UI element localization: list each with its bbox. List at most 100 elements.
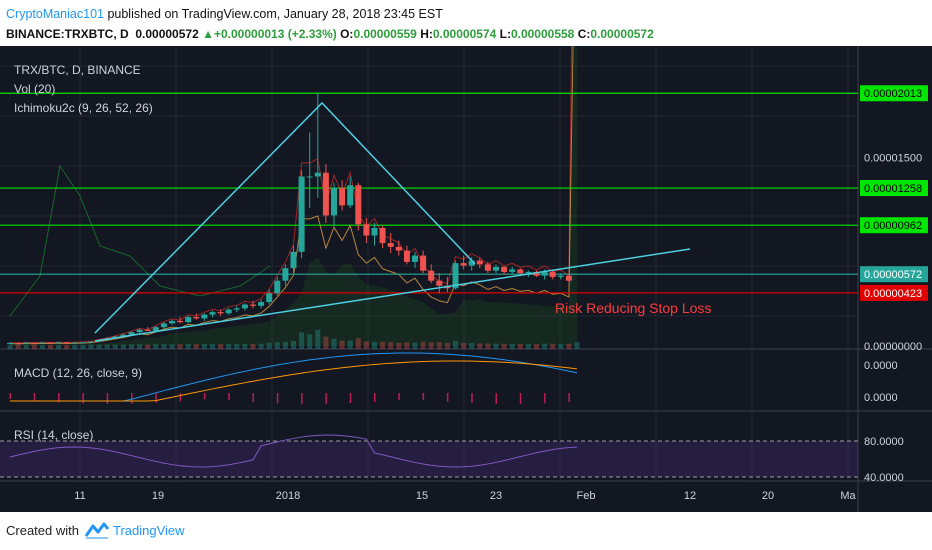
candle-body xyxy=(476,260,483,265)
x-tick-label: 2018 xyxy=(276,490,300,502)
tradingview-brand[interactable]: TradingView xyxy=(113,523,185,538)
candle-body xyxy=(258,302,265,306)
macd-tick-label: 0.0000 xyxy=(864,360,898,372)
volume-bar xyxy=(129,344,134,349)
candle-body xyxy=(314,172,321,177)
candle-body xyxy=(290,251,297,269)
volume-bar xyxy=(485,343,491,349)
volume-bar xyxy=(380,341,386,349)
price-label: 0.00000572 xyxy=(864,269,922,281)
price-label: 0.00001258 xyxy=(864,183,922,195)
candle-body xyxy=(177,320,184,323)
stop-loss-annotation: Risk Reducing Stop Loss xyxy=(555,300,711,316)
x-tick-label: Feb xyxy=(577,490,596,502)
high-value: 0.00000574 xyxy=(432,27,497,41)
candle-body xyxy=(282,268,289,281)
candle-body xyxy=(128,332,135,335)
ohlc-line: BINANCE:TRXBTC, D 0.00000572 ▲+0.0000001… xyxy=(6,27,654,41)
macd-histogram-bar xyxy=(58,393,60,403)
author-link[interactable]: CryptoManiac101 xyxy=(6,7,104,21)
volume-bar xyxy=(104,344,110,349)
candle-body xyxy=(201,314,208,319)
candle-body xyxy=(160,323,167,328)
price-label-box xyxy=(860,284,928,301)
candle-body xyxy=(395,246,402,251)
volume-bar xyxy=(307,334,313,349)
candle-body xyxy=(185,317,192,323)
up-arrow-icon: ▲ xyxy=(202,27,214,41)
volume-bars xyxy=(7,329,580,349)
volume-bar xyxy=(388,342,394,349)
volume-bar xyxy=(477,343,483,349)
macd-histogram-bar xyxy=(446,393,449,402)
candle-body xyxy=(565,275,572,281)
candle-body xyxy=(15,342,22,344)
candle-body xyxy=(209,312,216,315)
volume-bar xyxy=(145,344,151,349)
macd-histogram-bar xyxy=(519,393,522,404)
candle-body xyxy=(379,227,386,244)
candle-body xyxy=(493,266,499,271)
chart-svg[interactable]: 0.00002013 0.00001258 0.00000962 0.00000572… xyxy=(0,46,932,512)
candle-body xyxy=(79,342,86,344)
ichimoku-indicator-label: Ichimoku2c (9, 26, 52, 26) xyxy=(14,101,153,115)
candle-body xyxy=(347,185,354,206)
candle-body xyxy=(120,334,127,337)
volume-bar xyxy=(517,343,523,349)
candles xyxy=(7,92,572,345)
candle-body xyxy=(371,227,378,236)
volume-bar xyxy=(525,344,531,349)
macd-histogram-bar xyxy=(252,393,254,403)
volume-indicator-label: Vol (20) xyxy=(14,82,55,96)
published-text: published on TradingView.com, January 28… xyxy=(107,7,443,21)
created-with-text: Created with xyxy=(6,523,79,538)
candle-body xyxy=(533,271,540,276)
volume-bar xyxy=(453,340,458,349)
volume-bar xyxy=(339,340,345,349)
candle-body xyxy=(331,187,337,216)
x-tick-label: Ma xyxy=(840,490,856,502)
tenkan-line xyxy=(9,46,573,344)
chart-area[interactable]: 0.00002013 0.00001258 0.00000962 0.00000572… xyxy=(0,46,932,512)
volume-bar xyxy=(274,342,280,349)
candle-body xyxy=(217,312,224,314)
volume-bar xyxy=(331,338,337,349)
x-tick-label: 15 xyxy=(416,490,428,502)
open-label: O: xyxy=(340,27,354,41)
ichimoku-cloud-band xyxy=(10,46,577,346)
candle-body xyxy=(355,185,362,225)
volume-bar xyxy=(323,336,329,349)
volume-bar xyxy=(355,338,361,349)
macd-histogram-bar xyxy=(349,393,352,404)
candle-body xyxy=(363,224,370,236)
volume-bar xyxy=(420,341,426,349)
candle-body xyxy=(88,341,94,343)
candle-body xyxy=(233,308,240,310)
candle-body xyxy=(306,176,313,178)
macd-histogram-bar xyxy=(228,393,230,401)
macd-histogram-bar xyxy=(82,393,84,404)
macd-histogram-bar xyxy=(471,393,473,404)
macd-histogram-bar xyxy=(33,393,36,401)
volume-bar xyxy=(7,344,13,349)
volume-bar xyxy=(15,344,21,349)
price-label-box xyxy=(860,85,928,102)
volume-bar xyxy=(299,332,305,349)
grid xyxy=(0,46,932,512)
candle-body xyxy=(403,250,410,262)
volume-bar xyxy=(250,343,256,349)
candle-body xyxy=(7,342,13,344)
volume-bar xyxy=(23,344,29,349)
volume-bar xyxy=(282,341,288,349)
volume-bar xyxy=(137,344,143,349)
rsi-line xyxy=(9,434,578,468)
volume-bar xyxy=(493,343,499,349)
volume-bar xyxy=(469,343,475,349)
x-tick-label: 11 xyxy=(74,490,85,502)
volume-bar xyxy=(372,341,377,349)
last-price: 0.00000572 xyxy=(135,27,199,41)
macd-histogram-bar xyxy=(544,393,546,404)
macd-histogram-bar xyxy=(131,393,133,404)
candle-body xyxy=(501,266,508,272)
candle-body xyxy=(460,263,467,266)
